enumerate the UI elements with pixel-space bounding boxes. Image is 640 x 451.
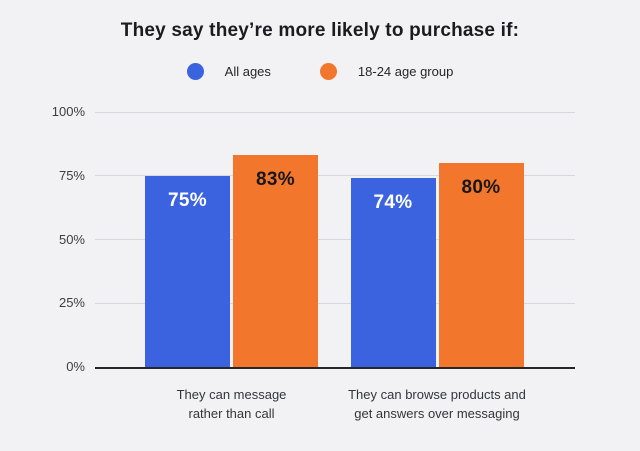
bar-value-label: 75% (168, 189, 207, 211)
x-axis-line (95, 367, 575, 369)
legend-item: All ages (186, 63, 271, 80)
chart-title: They say they’re more likely to purchase… (120, 20, 520, 41)
y-tick-label: 50% (58, 231, 85, 247)
gridline (95, 239, 575, 240)
legend-item: 18-24 age group (319, 63, 454, 80)
y-tick-label: 0% (66, 359, 85, 374)
bar-18-24-group2: 80% (438, 163, 524, 367)
legend-swatch-icon (319, 63, 337, 80)
legend-label: 18-24 age group (357, 64, 454, 79)
gridline (95, 111, 575, 113)
bar-value-label: 80% (461, 177, 501, 198)
y-tick-label: 75% (58, 167, 85, 183)
plot-area: 0% 25% 50% 75% 100% 75% 74% 83% 80% They can me… (52, 104, 575, 421)
y-tick-label: 25% (58, 295, 85, 311)
bar-18-24-group1: 83% (233, 155, 318, 367)
gridline (95, 302, 575, 304)
legend: All ages 18-24 age group (0, 63, 640, 80)
bar-all-ages-group1: 75% (145, 175, 230, 367)
legend-label: All ages (224, 64, 271, 79)
x-category-label: They can browse products and get answers … (348, 387, 526, 421)
y-tick-label: 100% (51, 104, 85, 119)
bar-value-label: 74% (373, 192, 413, 214)
bar-all-ages-group2: 74% (350, 178, 436, 367)
gridline (95, 175, 575, 177)
x-category-label: They can message rather than call (176, 387, 287, 421)
legend-swatch-icon (186, 63, 204, 80)
bar-value-label: 83% (256, 169, 295, 191)
